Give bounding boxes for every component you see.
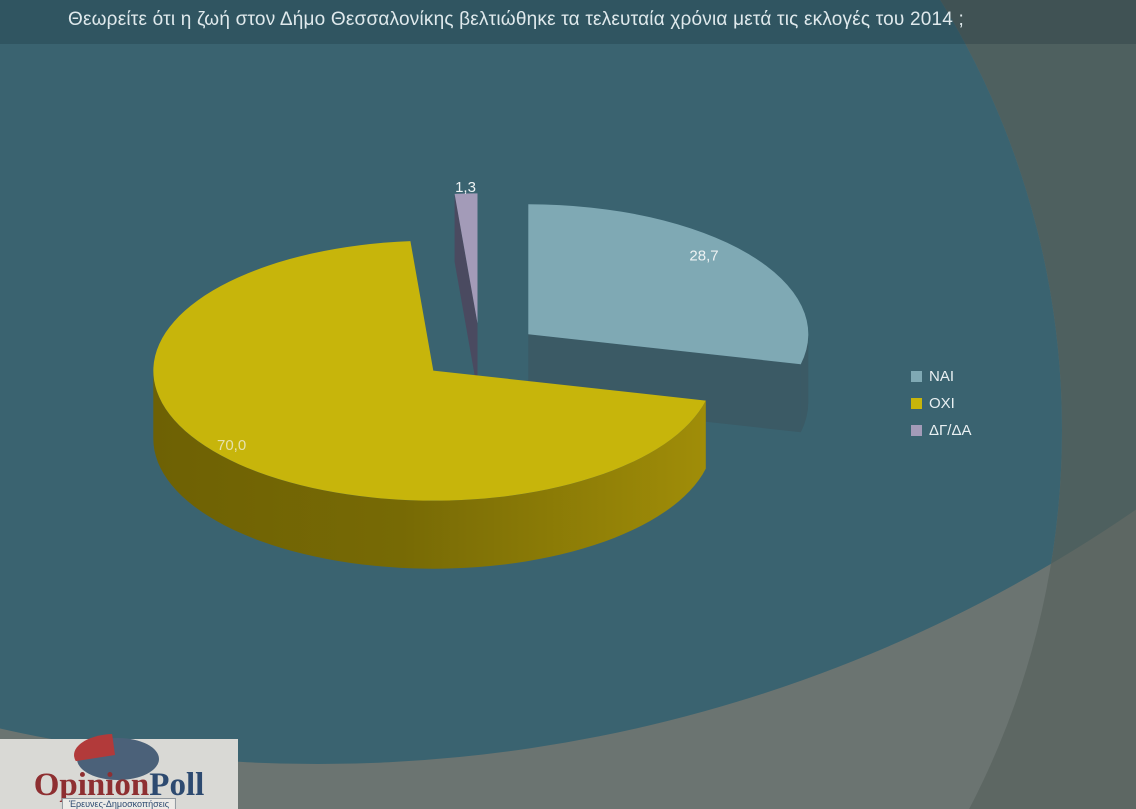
logo-word-opinion: Opinion [33, 767, 150, 803]
legend-swatch-nai [911, 371, 922, 382]
legend-item-nai: ΝΑΙ [911, 363, 971, 390]
pie-slice-oxi [153, 241, 706, 569]
legend-label-dg-da: ΔΓ/ΔΑ [929, 422, 972, 439]
legend-label-oxi: ΟΧΙ [929, 395, 955, 412]
logo-subtitle: Έρευνες-Δημοσκοπήσεις [61, 798, 177, 809]
pie-slice-top-oxi [153, 241, 706, 501]
legend-item-oxi: ΟΧΙ [911, 390, 971, 417]
pie-slice-top-nai [528, 204, 809, 365]
pie-slice-side-nai [800, 334, 809, 433]
logo-word-poll: Poll [149, 767, 205, 803]
slide-title: Θεωρείτε ότι η ζωή στον Δήμο Θεσσαλονίκη… [68, 9, 965, 30]
chart-legend: ΝΑΙ ΟΧΙ ΔΓ/ΔΑ [911, 363, 971, 444]
logo-pie-red-slice [74, 734, 115, 762]
legend-swatch-oxi [911, 398, 922, 409]
legend-item-dg-da: ΔΓ/ΔΑ [911, 417, 971, 444]
pie-slice-side-oxi [153, 370, 706, 569]
title-strip [0, 0, 1136, 44]
opinionpoll-logo: OpinionPoll Έρευνες-Δημοσκοπήσεις [0, 734, 238, 809]
pie-value-label-oxi: 70,0 [217, 437, 246, 454]
logo-wordmark: OpinionPoll [0, 767, 238, 804]
pie-value-label-nai: 28,7 [689, 248, 718, 265]
pie-value-label-dg-da: 1,3 [455, 179, 476, 196]
pie-slice-radial-face-dg-da [454, 193, 478, 392]
logo-pie-icon [74, 734, 159, 780]
legend-label-nai: ΝΑΙ [929, 368, 955, 385]
legend-swatch-dg-da [911, 425, 922, 436]
pie-slice-dg-da [454, 193, 478, 392]
pie-slice-top-dg-da [454, 193, 478, 324]
